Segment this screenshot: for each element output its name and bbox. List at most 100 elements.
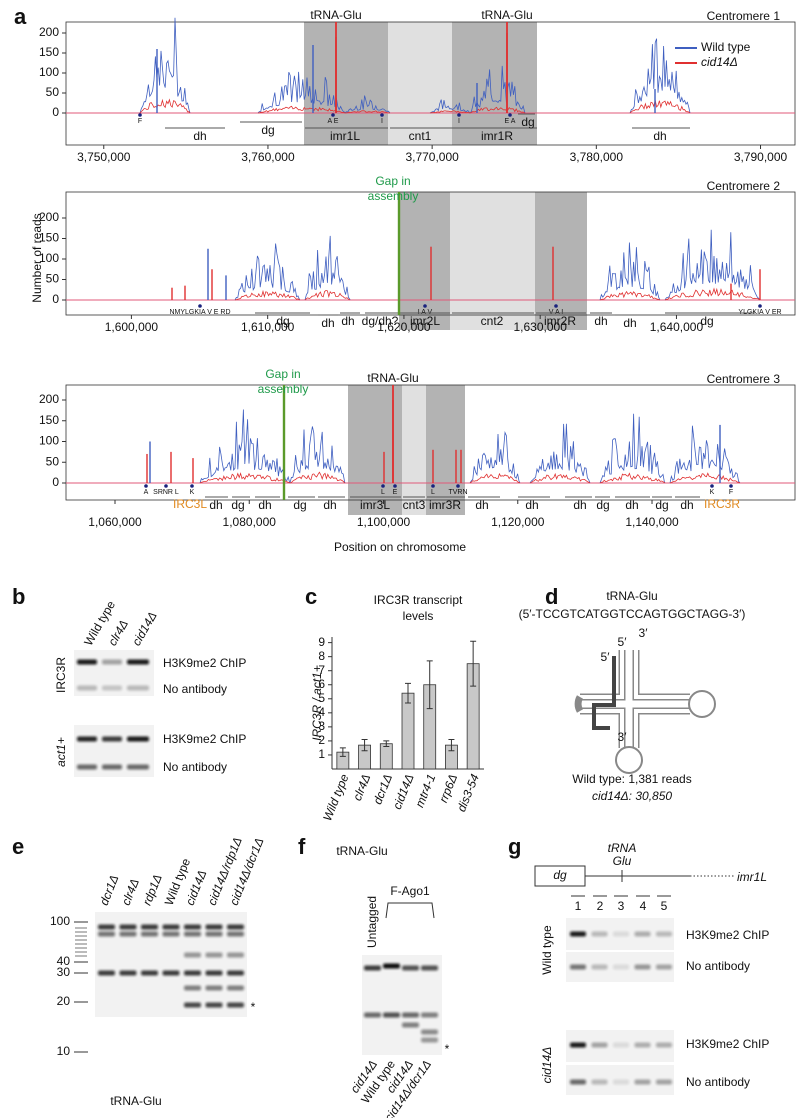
legend-label: Wild type xyxy=(701,40,751,54)
site-label: L xyxy=(381,489,385,496)
region-label: dh xyxy=(323,498,336,512)
gel-band xyxy=(184,952,201,958)
read-trace xyxy=(139,98,691,114)
gel-band xyxy=(421,1012,438,1018)
gel-band xyxy=(127,659,149,665)
read-trace xyxy=(234,229,761,301)
site-dot xyxy=(393,484,397,488)
site-label: TVRN xyxy=(448,489,467,496)
x-tick-label: 1,630,000 xyxy=(513,320,567,334)
trna-label: tRNA-Glu xyxy=(481,8,532,22)
gel-band xyxy=(227,952,244,958)
strain-label: cid14Δ xyxy=(540,1047,554,1084)
gel-band xyxy=(656,931,672,937)
lane-number: 1 xyxy=(575,899,582,913)
site-label: A E xyxy=(328,118,339,125)
legend-label: cid14Δ xyxy=(701,55,738,69)
caption: tRNA-Glu xyxy=(110,1094,161,1108)
region-label: imr2R xyxy=(544,314,576,328)
lane-label: Untagged xyxy=(365,896,379,948)
gel-band xyxy=(634,931,651,937)
region-shade xyxy=(304,22,388,145)
region-label: dh xyxy=(653,129,666,143)
gel-band xyxy=(634,1079,651,1085)
gel-band xyxy=(421,1029,438,1035)
region-label: dh xyxy=(209,498,222,512)
gel-band xyxy=(570,1079,586,1085)
row-label: No antibody xyxy=(686,1075,750,1089)
y-tick-label: 50 xyxy=(46,454,60,468)
site-dot xyxy=(164,484,168,488)
site-label: L xyxy=(431,489,435,496)
trna-inner xyxy=(580,650,690,748)
gel-band xyxy=(227,924,244,930)
region-label: dg xyxy=(231,498,244,512)
chart-title: levels xyxy=(403,609,434,623)
x-tick-label: 1,060,000 xyxy=(88,515,142,529)
lane-label: clr4Δ xyxy=(119,877,142,908)
region-label: dg xyxy=(700,314,713,328)
gel-band xyxy=(570,1042,586,1048)
gap-label: Gap in xyxy=(375,174,410,188)
gel-band xyxy=(591,931,608,937)
end-label: 3′ xyxy=(618,730,628,744)
gel-band xyxy=(613,931,629,937)
x-tick-label: 1,100,000 xyxy=(357,515,411,529)
gel-band xyxy=(77,764,97,770)
x-tick-label: clr4Δ xyxy=(350,772,373,803)
y-tick-label: 200 xyxy=(39,210,59,224)
gel-band xyxy=(421,965,438,971)
gel-band xyxy=(227,1002,244,1008)
y-tick-label: 100 xyxy=(39,434,59,448)
site-dot xyxy=(554,304,558,308)
lane-label: cid14Δ xyxy=(129,609,159,648)
tag-label: F-Ago1 xyxy=(390,884,430,898)
gel-band xyxy=(570,964,586,970)
gel-band xyxy=(184,985,201,991)
site-label: SRNR L xyxy=(153,489,179,496)
map-label: dg xyxy=(553,868,567,882)
error-bar xyxy=(448,739,455,752)
site-dot xyxy=(198,304,202,308)
gel-band xyxy=(591,1042,608,1048)
end-label: 3′ xyxy=(639,626,649,640)
map-label: tRNA xyxy=(608,841,637,855)
error-bar xyxy=(470,640,477,687)
gel-band xyxy=(102,685,122,691)
gel-band xyxy=(77,685,97,691)
region-label: dh xyxy=(525,498,538,512)
y-tick-label: 100 xyxy=(39,65,59,79)
gel-band xyxy=(162,924,180,930)
bar xyxy=(401,692,415,770)
sequence: (5′-TCCGTCATGGTCCAGTGGCTAGG-3′) xyxy=(519,607,746,621)
region-label: dg xyxy=(655,498,668,512)
loop xyxy=(574,695,584,713)
y-tick-label: 150 xyxy=(39,45,59,59)
y-tick-label: 0 xyxy=(52,292,59,306)
x-tick-label: 3,780,000 xyxy=(570,150,624,164)
error-bar xyxy=(361,739,368,752)
end-label: 5′ xyxy=(618,635,628,649)
lane-number: 5 xyxy=(661,899,668,913)
gel-band xyxy=(184,931,201,937)
y-tick-label: 200 xyxy=(39,25,59,39)
site-dot xyxy=(144,484,148,488)
row-label: H3K9me2 ChIP xyxy=(686,1037,769,1051)
gel-band xyxy=(634,1042,651,1048)
gel-band xyxy=(102,764,122,770)
x-axis-label: Position on chromosome xyxy=(334,540,466,554)
panel-label: f xyxy=(298,834,306,859)
gel-band xyxy=(184,970,201,976)
gel-band xyxy=(383,963,400,969)
gel-band xyxy=(184,1002,201,1008)
site-label: NMYLGKIA V E RD xyxy=(169,309,230,316)
row-label: No antibody xyxy=(163,760,227,774)
gel-band xyxy=(591,1079,608,1085)
gel-band xyxy=(402,1022,419,1028)
gel-band xyxy=(205,985,223,991)
panel-label: b xyxy=(12,584,25,609)
locus-label: IRC3R xyxy=(54,657,68,693)
map-label: Glu xyxy=(613,854,632,868)
gel-band xyxy=(77,736,97,742)
